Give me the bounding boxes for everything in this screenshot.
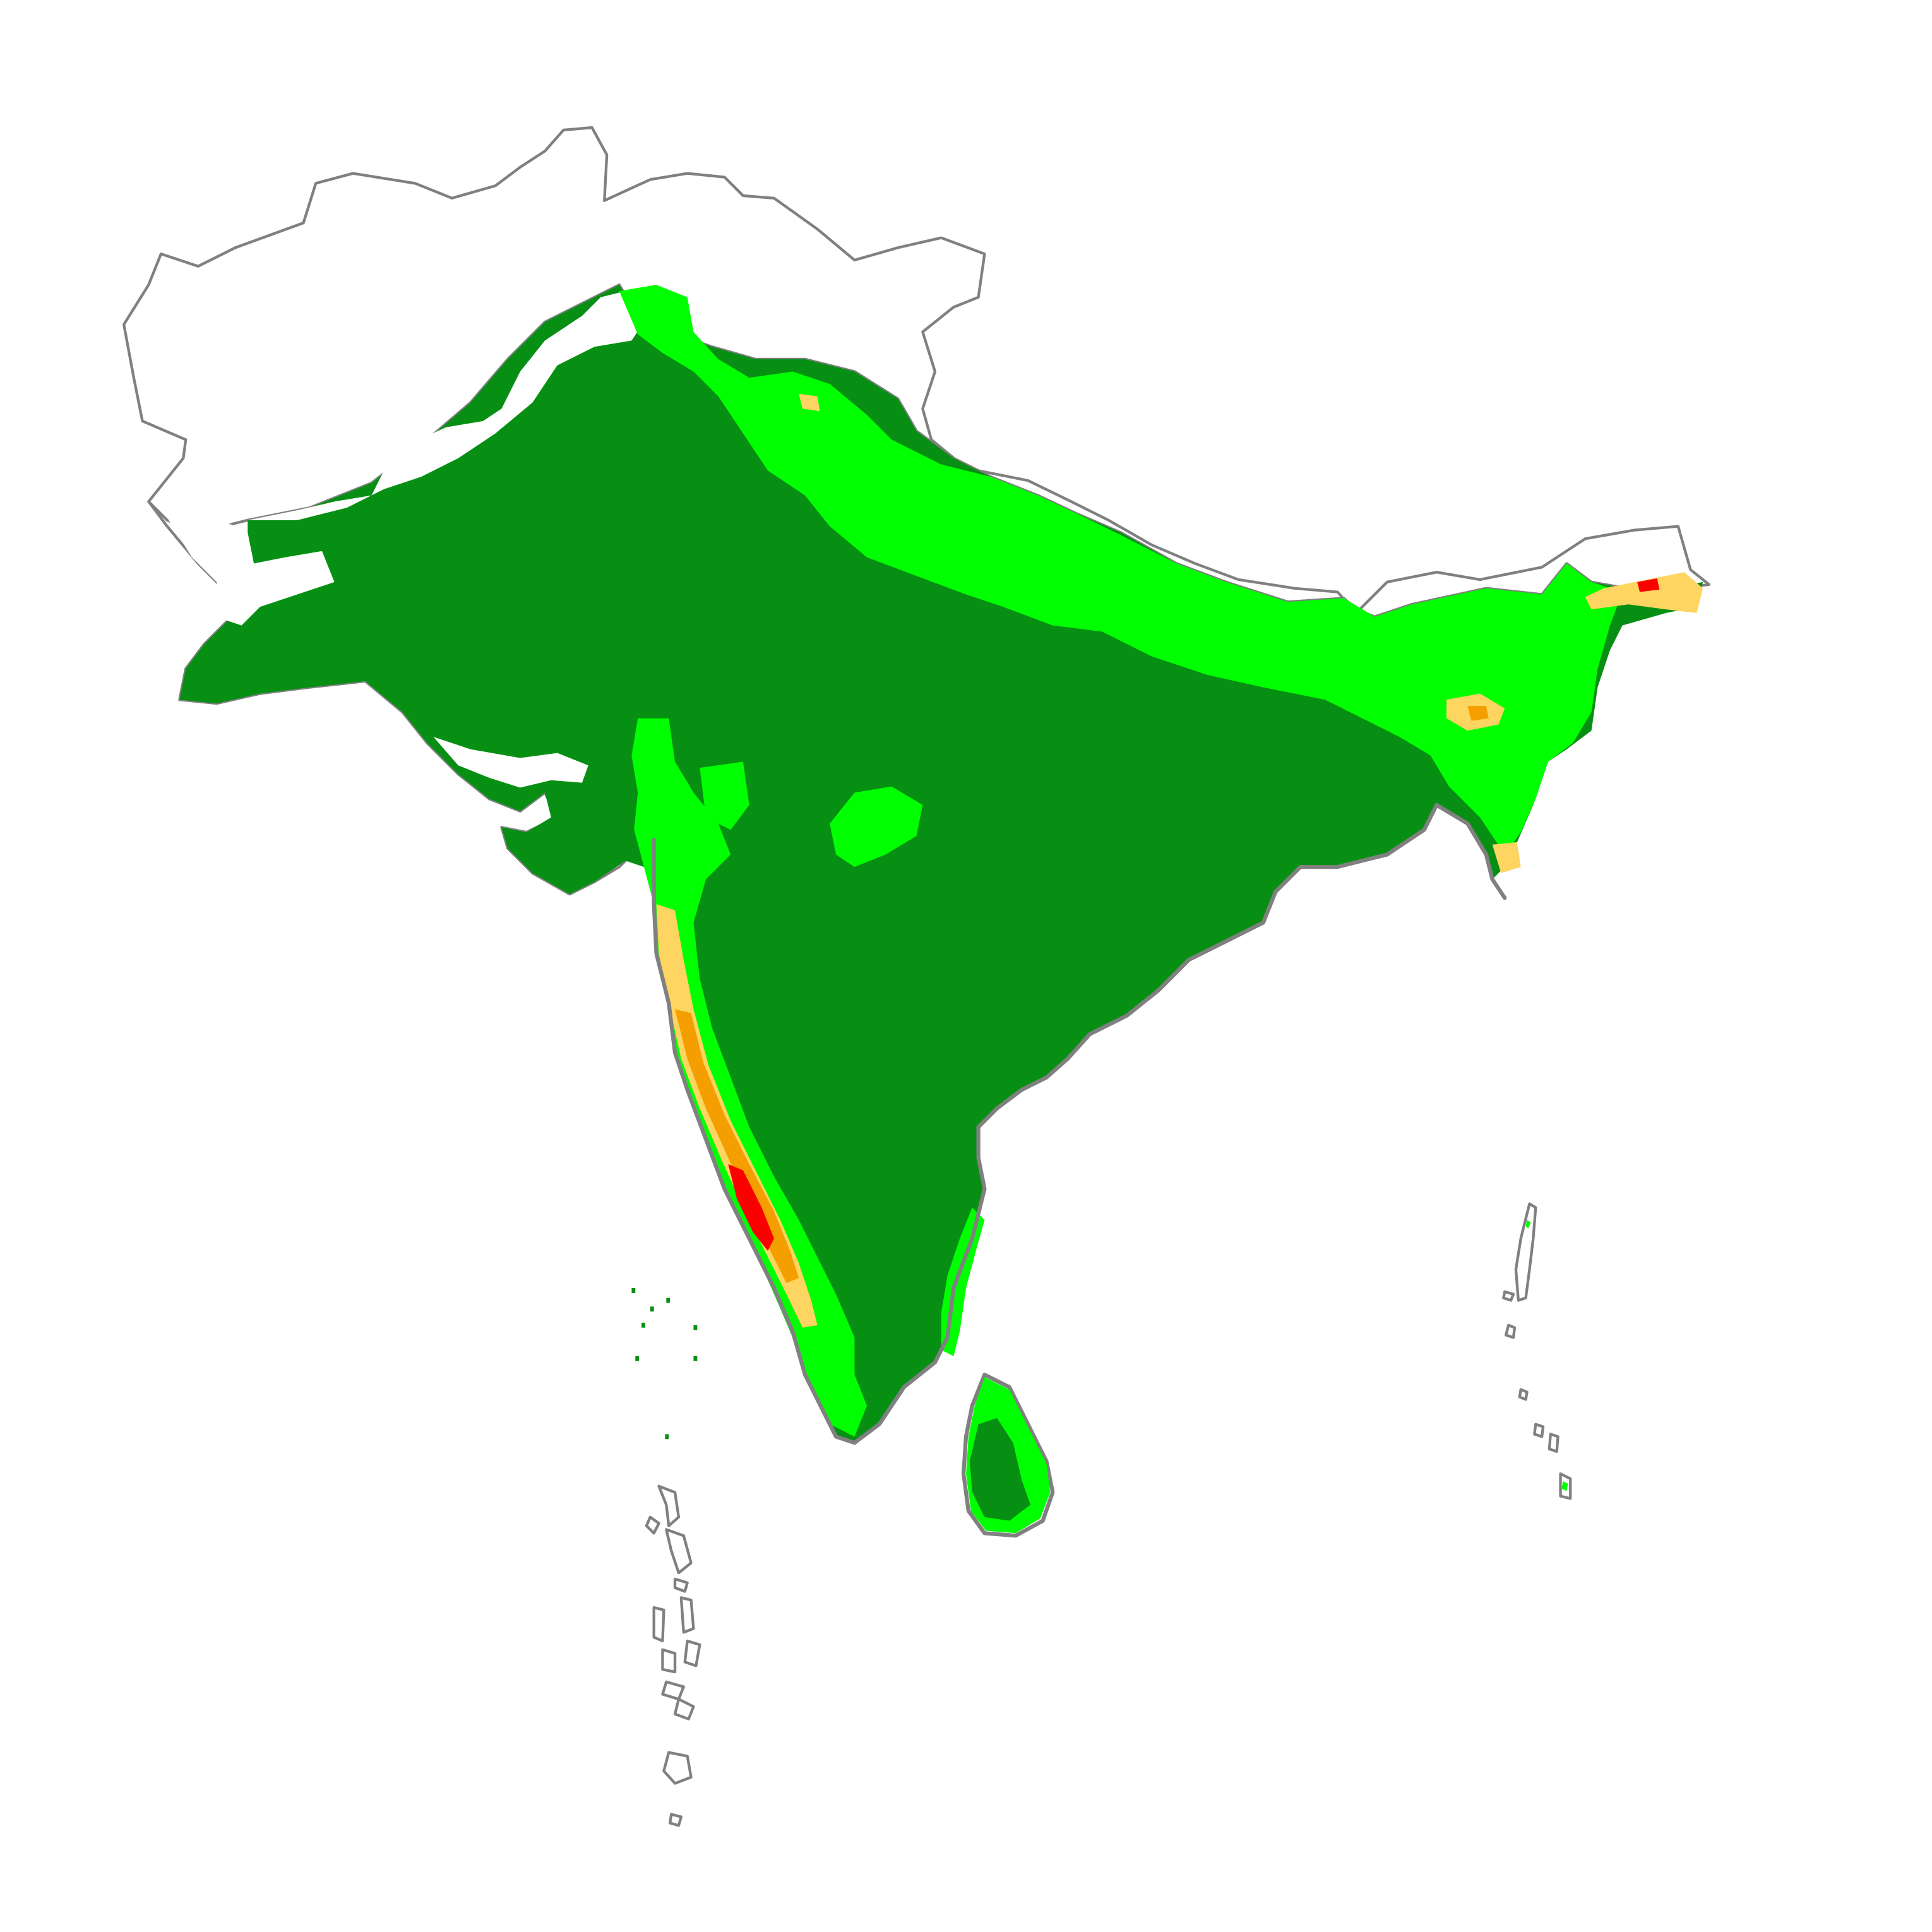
chittagong-zone-3 bbox=[1492, 842, 1521, 873]
northwest-gap bbox=[247, 290, 644, 520]
subcontinent-coastline bbox=[652, 837, 1278, 1445]
bengal-delta-outline bbox=[1273, 802, 1507, 900]
northeast-zone-3 bbox=[1585, 572, 1703, 613]
ghats-zone-4 bbox=[675, 1009, 799, 1284]
foothill-zone-3 bbox=[799, 393, 820, 412]
east-coast-zone-2 bbox=[941, 1207, 985, 1356]
gujarat-patch-zone-2 bbox=[700, 761, 749, 830]
andaman-nicobar-islands bbox=[1502, 1202, 1572, 1500]
western-ghats-zone-2 bbox=[631, 718, 868, 1437]
maldives-islands bbox=[645, 1484, 701, 1827]
himalaya-zone-2 bbox=[619, 285, 1623, 855]
thar-desert-gap bbox=[433, 737, 588, 788]
subcontinent-zone-1 bbox=[179, 285, 1703, 1443]
baluch-desert-gap bbox=[161, 508, 335, 626]
lakshadweep-islands bbox=[631, 1288, 698, 1440]
ghats-zone-5 bbox=[728, 1164, 774, 1251]
northeast-zone-5 bbox=[1637, 578, 1660, 592]
sri-lanka-zone-1 bbox=[969, 1417, 1030, 1521]
central-patch-zone-2 bbox=[830, 786, 923, 868]
meghalaya-zone-4 bbox=[1467, 706, 1489, 721]
sri-lanka-outline bbox=[961, 1373, 1055, 1538]
